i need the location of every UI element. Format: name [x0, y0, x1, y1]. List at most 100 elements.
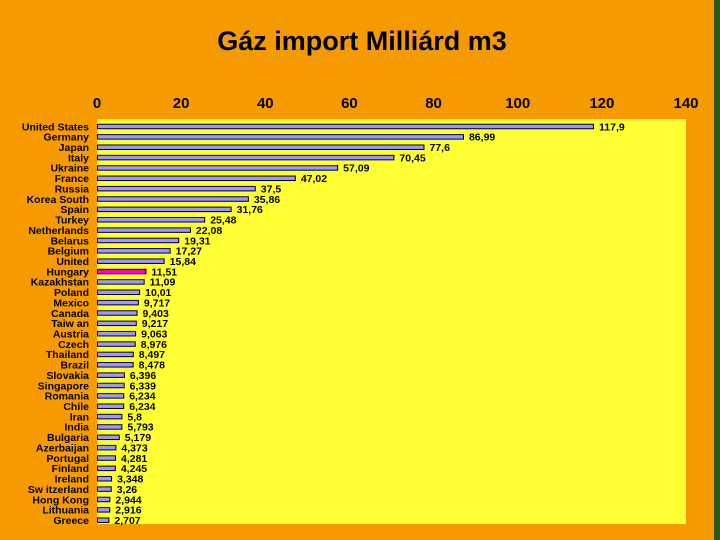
bar: [97, 123, 595, 130]
value-label: 37,5: [261, 183, 282, 195]
category-label: Chile: [63, 401, 89, 413]
bar: [97, 382, 125, 389]
bar: [97, 227, 191, 233]
value-label: 117,9: [599, 121, 625, 133]
bar: [97, 320, 137, 327]
bar: [97, 351, 134, 358]
category-label: Germany: [43, 132, 89, 144]
value-label: 6,396: [130, 370, 156, 382]
value-labels: 117,9 86,99 77,6 70,45 57,09 47,02 37,535,8631…: [114, 121, 624, 527]
bar: [97, 507, 111, 513]
bar: [97, 362, 134, 368]
bar: [97, 175, 296, 182]
x-tick-label: 0: [93, 95, 101, 112]
x-axis-ticks: 0 20 40 60 80 100 120 140: [93, 95, 699, 112]
value-label: 2,916: [115, 505, 141, 517]
chart-title: Gáz import Milliárd m3: [217, 26, 507, 56]
value-label: 77,6: [429, 142, 450, 154]
value-label: 57,09: [343, 163, 369, 175]
value-label: 9,063: [141, 329, 167, 341]
value-label: 9,717: [144, 297, 170, 309]
value-label: 10,01: [145, 287, 171, 299]
category-label: Iran: [70, 411, 89, 423]
bar: [97, 330, 137, 337]
value-label: 4,373: [121, 442, 147, 454]
bar: [97, 258, 165, 264]
value-label: 2,707: [114, 515, 140, 527]
bar-highlight: [97, 268, 147, 275]
value-label: 35,86: [254, 194, 280, 206]
x-tick-label: 60: [341, 95, 358, 112]
category-label: Thailand: [46, 349, 89, 361]
category-label: Finland: [52, 463, 89, 475]
bar: [97, 216, 206, 223]
bar: [97, 434, 120, 441]
category-label: Taiw an: [51, 318, 89, 330]
value-label: 15,84: [170, 256, 196, 268]
category-label: Hungary: [46, 266, 89, 278]
category-label: Portugal: [46, 453, 89, 465]
category-label: Romania: [45, 391, 90, 403]
value-label: 31,76: [237, 204, 263, 216]
bar: [97, 341, 136, 347]
value-label: 5,179: [125, 432, 151, 444]
bar: [97, 299, 139, 306]
category-label: United States: [22, 121, 89, 133]
category-label: Slovakia: [46, 370, 89, 382]
value-label: 3,348: [117, 474, 143, 486]
category-label: Belarus: [50, 235, 89, 247]
bar: [97, 206, 232, 213]
bar: [97, 165, 339, 171]
category-label: Korea South: [27, 194, 89, 206]
value-label: 8,976: [141, 339, 167, 351]
category-label: Singapore: [38, 380, 90, 392]
bar: [97, 517, 110, 523]
category-label: Italy: [68, 152, 89, 164]
bar: [97, 413, 123, 420]
category-label: Mexico: [53, 297, 89, 309]
x-tick-label: 140: [673, 95, 698, 112]
bar: [97, 486, 112, 492]
bar: [97, 134, 464, 140]
x-tick-label: 120: [589, 95, 614, 112]
value-label: 6,234: [129, 391, 155, 403]
category-label: Ukraine: [50, 163, 89, 175]
category-label: Sw itzerland: [28, 484, 89, 496]
value-label: 9,403: [143, 308, 169, 320]
value-label: 17,27: [176, 246, 202, 258]
value-label: 8,497: [139, 349, 165, 361]
category-label: Turkey: [55, 215, 89, 227]
value-label: 6,234: [129, 401, 155, 413]
category-label: Czech: [58, 339, 89, 351]
value-label: 3,26: [117, 484, 138, 496]
category-label: Russia: [55, 183, 90, 195]
value-label: 19,31: [184, 235, 210, 247]
bar: [97, 144, 425, 150]
value-label: 4,245: [121, 463, 147, 475]
bars: [97, 123, 595, 523]
bar: [97, 310, 138, 316]
bar: [97, 289, 141, 296]
x-tick-label: 20: [173, 95, 190, 112]
bar: [97, 196, 249, 202]
category-label: Netherlands: [28, 225, 89, 237]
bar: [97, 248, 171, 254]
value-label: 22,08: [196, 225, 222, 237]
x-tick-label: 80: [425, 95, 442, 112]
value-label: 11,09: [150, 277, 176, 289]
x-tick-label: 40: [257, 95, 274, 112]
value-label: 9,217: [142, 318, 168, 330]
category-label: France: [55, 173, 90, 185]
category-label: Greece: [53, 515, 89, 527]
value-label: 25,48: [210, 215, 236, 227]
value-label: 47,02: [301, 173, 327, 185]
value-label: 6,339: [130, 380, 156, 392]
value-label: 4,281: [121, 453, 147, 465]
bar: [97, 465, 116, 472]
category-label: Spain: [60, 204, 89, 216]
x-tick-label: 100: [505, 95, 530, 112]
bar: [97, 393, 125, 399]
category-label: Hong Kong: [32, 494, 89, 506]
